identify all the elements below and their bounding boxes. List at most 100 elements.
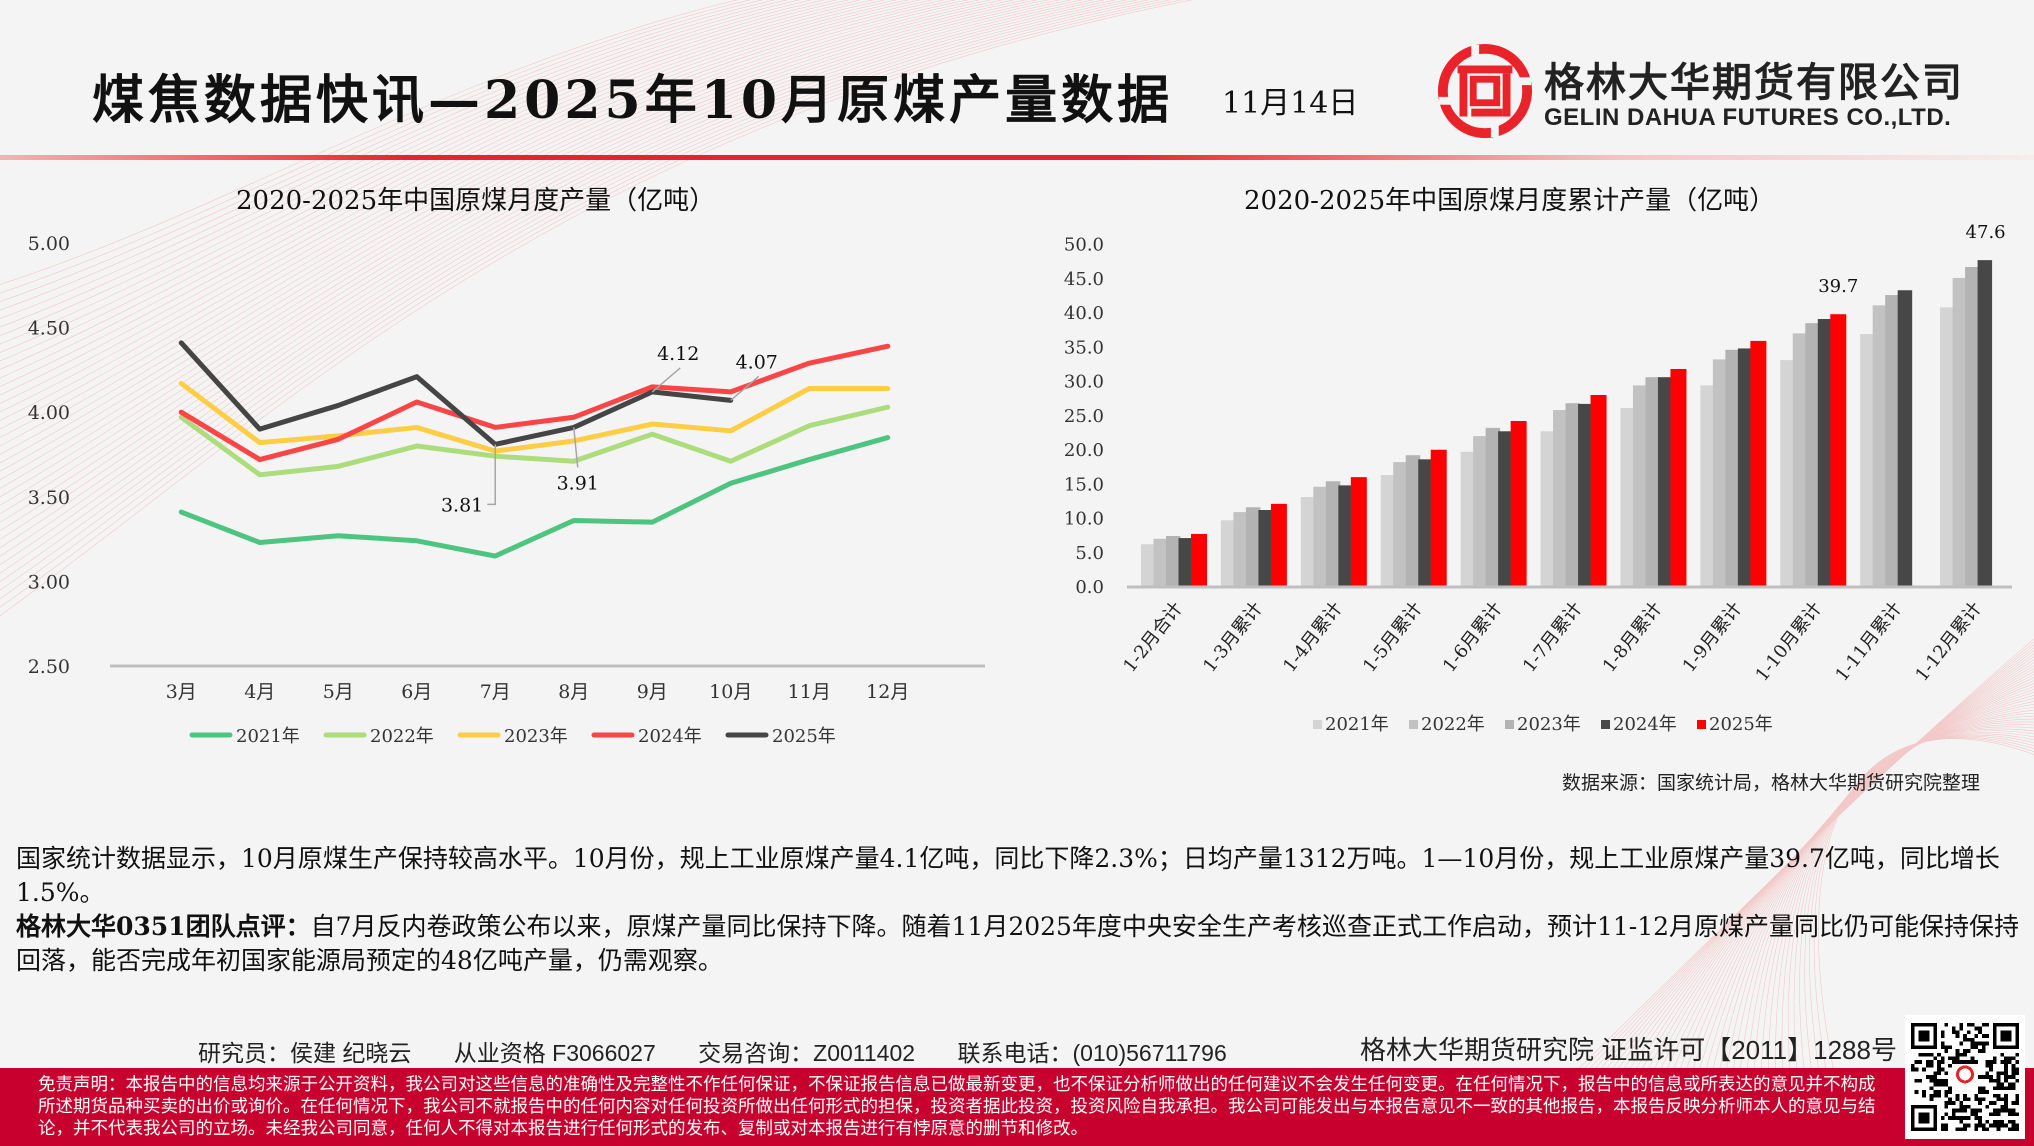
y-tick-label: 5.0 [1075, 543, 1104, 564]
bar-2022年 [1712, 359, 1728, 586]
bar-2024年 [1737, 348, 1753, 586]
legend-label: 2021年 [236, 726, 300, 747]
x-tick-label: 1-5月累计 [1359, 598, 1427, 676]
bar-2023年 [1965, 266, 1980, 586]
y-tick-label: 25.0 [1064, 406, 1104, 427]
y-tick-label: 40.0 [1064, 303, 1104, 324]
bar-2023年 [1885, 295, 1900, 586]
data-label: 39.7 [1818, 276, 1858, 297]
x-tick-label: 3月 [166, 681, 197, 703]
bar-2025年 [1430, 449, 1447, 586]
line-series-2023年 [178, 380, 891, 454]
institute-license: 格林大华期货研究院 证监许可【2011】1288号 [1360, 1035, 1897, 1065]
bar-2022年 [1553, 410, 1568, 586]
line-series-2025年 [178, 340, 734, 447]
contact-line: 研究员：侯建 纪晓云 从业资格 F3066027 交易咨询：Z0011402 联… [198, 1034, 1263, 1068]
bar-2022年 [1952, 277, 1968, 586]
x-tick-label: 9月 [637, 681, 668, 703]
legend-label: 2022年 [370, 726, 434, 747]
bar-2021年 [1540, 431, 1556, 586]
y-tick-label: 15.0 [1064, 474, 1104, 495]
bar-2025年 [1191, 533, 1207, 586]
x-tick-label: 1-3月累计 [1199, 598, 1267, 676]
phone-number: 联系电话：(010)56711796 [957, 1040, 1227, 1066]
bar-2021年 [1220, 520, 1236, 586]
y-tick-label: 4.50 [28, 318, 70, 340]
qr-code[interactable] [1905, 1015, 2025, 1139]
x-tick-label: 8月 [558, 681, 589, 703]
bar-2024年 [1977, 260, 1993, 586]
disclaimer-text: 免责声明：本报告中的信息均来源于公开资料，我公司对这些信息的准确性及完整性不作任… [38, 1074, 1876, 1138]
y-tick-label: 10.0 [1064, 509, 1104, 530]
x-tick-label: 1-11月累计 [1831, 598, 1906, 685]
consulting-number: 交易咨询：Z0011402 [698, 1040, 916, 1066]
disclaimer-bar [0, 1068, 2034, 1146]
x-tick-label: 1-7月累计 [1519, 598, 1587, 676]
y-tick-label: 3.00 [28, 571, 70, 593]
x-tick-label: 4月 [244, 681, 275, 703]
legend-label: 2024年 [638, 726, 702, 747]
x-tick-label: 1-4月累计 [1279, 598, 1347, 676]
annotation-leader [573, 427, 579, 468]
legend-swatch [1409, 720, 1418, 729]
bar-2024年 [1817, 319, 1833, 586]
annotation-leader [651, 367, 681, 393]
x-tick-label: 5月 [323, 681, 354, 703]
x-tick-label: 1-2月合计 [1119, 598, 1187, 676]
bar-2025年 [1270, 503, 1287, 586]
bar-2023年 [1645, 377, 1660, 586]
legend-label: 2025年 [1709, 714, 1773, 735]
line-chart: 5.00 4.50 4.00 3.50 3.00 2.50 3月 4月 5月 6月 7月 8月 9月 10… [28, 233, 985, 747]
bar-2021年 [1620, 408, 1635, 586]
bar-2023年 [1325, 481, 1341, 586]
x-tick-label: 1-10月累计 [1752, 598, 1827, 685]
x-tick-label: 1-8月累计 [1599, 598, 1667, 676]
y-tick-label: 50.0 [1064, 235, 1104, 256]
qualification-number: 从业资格 F3066027 [453, 1040, 656, 1066]
bar-2021年 [1460, 451, 1476, 586]
bar-2023年 [1485, 427, 1501, 586]
x-tick-label: 7月 [480, 681, 511, 703]
team-comment-label: 格林大华0351团队点评： [16, 912, 311, 941]
bar-2022年 [1233, 512, 1248, 586]
bar-2024年 [1578, 403, 1593, 586]
bar-chart-title: 2020-2025年中国原煤月度累计产量（亿吨） [1244, 186, 1776, 216]
bar-2024年 [1897, 290, 1913, 586]
company-name-cn: 格林大华期货有限公司 [1544, 60, 1964, 106]
bar-2021年 [1700, 385, 1715, 586]
legend-swatch [1697, 720, 1706, 729]
summary-paragraph: 国家统计数据显示，10月原煤生产保持较高水平。10月份，规上工业原煤产量4.1亿… [16, 844, 2000, 907]
report-date: 11月14日 [1222, 86, 1359, 121]
team-comment-text: 自7月反内卷政策公布以来，原煤产量同比保持下降。随着11月2025年度中央安全生… [16, 912, 2020, 975]
legend-label: 2024年 [1613, 714, 1677, 735]
bar-2021年 [1380, 475, 1396, 586]
company-logo-icon [1437, 43, 1533, 139]
qr-code-icon [1911, 1023, 2019, 1131]
bar-2024年 [1258, 510, 1273, 586]
legend-swatch [1601, 720, 1610, 729]
x-tick-label: 11月 [788, 681, 831, 703]
bar-2024年 [1338, 485, 1353, 586]
bar-2023年 [1245, 507, 1261, 586]
bar-2024年 [1178, 538, 1193, 586]
bar-2025年 [1750, 340, 1767, 586]
bar-2021年 [1300, 497, 1316, 586]
y-tick-label: 5.00 [28, 233, 70, 255]
bar-2021年 [1940, 307, 1955, 586]
bar-2023年 [1166, 536, 1181, 586]
company-name-en: GELIN DAHUA FUTURES CO.,LTD. [1544, 104, 1952, 131]
line-chart-title: 2020-2025年中国原煤月度产量（亿吨） [236, 186, 716, 216]
data-label: 4.12 [657, 343, 699, 365]
y-tick-label: 30.0 [1064, 372, 1104, 393]
y-tick-label: 35.0 [1064, 337, 1104, 358]
bar-2025年 [1510, 421, 1527, 586]
bar-2023年 [1725, 349, 1740, 586]
bar-2022年 [1872, 305, 1888, 586]
annotation-leader [730, 375, 760, 401]
line-series-2024年 [178, 343, 891, 463]
x-tick-label: 1-6月累计 [1439, 598, 1507, 676]
y-tick-label: 2.50 [28, 656, 70, 678]
bar-2022年 [1792, 333, 1808, 586]
page-title: 煤焦数据快讯—2025年10月原煤产量数据 [92, 70, 1174, 131]
x-tick-label: 1-9月累计 [1679, 598, 1747, 676]
